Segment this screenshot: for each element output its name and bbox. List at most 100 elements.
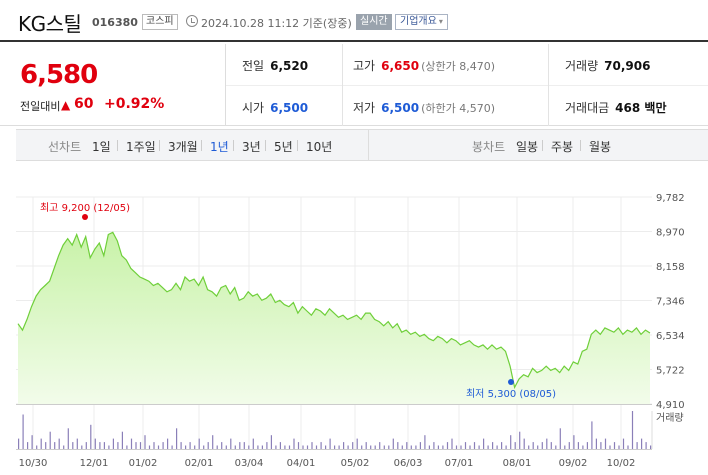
- volume-bar: [284, 445, 286, 449]
- realtime-badge[interactable]: 실시간: [356, 14, 392, 30]
- y-tick-label: 9,782: [656, 193, 685, 204]
- volume-bar: [437, 445, 439, 449]
- open-price: 시가 6,500: [242, 99, 308, 116]
- x-tick-label: 09/02: [559, 458, 588, 469]
- volume-bar: [343, 442, 345, 449]
- x-tick-label: 06/03: [394, 458, 423, 469]
- volume-bar: [428, 445, 430, 449]
- volume-bar: [153, 442, 155, 449]
- tab-1d[interactable]: 1일: [92, 140, 111, 154]
- volume-bar: [67, 428, 69, 449]
- tab-3m[interactable]: 3개월: [168, 140, 198, 154]
- volume-bar: [347, 445, 349, 449]
- day-low: 저가 6,500 (하한가 4,570): [353, 99, 495, 116]
- volume-bar: [496, 445, 498, 449]
- tab-3y[interactable]: 3년: [242, 140, 261, 154]
- volume-bar: [618, 445, 620, 449]
- volume-bar: [446, 442, 449, 449]
- volume-bar: [582, 445, 584, 449]
- day-high: 고가 6,650 (상한가 8,470): [353, 57, 495, 74]
- volume-bar: [451, 438, 453, 449]
- volume-bar: [537, 445, 539, 449]
- volume-bar: [613, 442, 616, 449]
- tab-10y[interactable]: 10년: [306, 140, 333, 154]
- volume-bar: [261, 445, 263, 449]
- volume-bar: [121, 431, 123, 449]
- company-info-label: 기업개요: [400, 16, 437, 27]
- volume-bar: [455, 445, 458, 449]
- volume-bar: [577, 442, 579, 449]
- volume-bar: [379, 442, 381, 449]
- volume-bar: [388, 445, 390, 449]
- volume-bar: [31, 435, 33, 449]
- volume-bar: [329, 438, 331, 449]
- volume-bar: [135, 442, 137, 449]
- upper-limit: (상한가 8,470): [421, 60, 495, 73]
- volume-bar: [94, 438, 96, 449]
- volume-bar: [139, 442, 142, 449]
- price-chart[interactable]: 9,782 8,970 8,158 7,346 6,534 5,722 4,910 10/30…: [0, 185, 708, 475]
- lower-limit: (하한가 4,570): [421, 102, 495, 115]
- volume-bar: [207, 442, 209, 449]
- high-label: 고가: [353, 59, 376, 73]
- volume-bar: [112, 438, 114, 449]
- volume-bar: [288, 445, 291, 449]
- volume-bar: [198, 438, 200, 449]
- open-value: 6,500: [270, 101, 309, 115]
- volume-bar: [334, 445, 336, 449]
- volume-bar: [18, 438, 20, 449]
- tab-weekly[interactable]: 주봉: [551, 140, 574, 154]
- tab-1w[interactable]: 1주일: [126, 140, 156, 154]
- volume-bar: [650, 445, 652, 449]
- volume-bar: [148, 445, 151, 449]
- y-tick-label: 5,722: [656, 366, 685, 377]
- volume-bar: [239, 442, 241, 449]
- quote-col-divider: [548, 44, 549, 126]
- volume-bar: [306, 445, 309, 449]
- tab-separator: [233, 140, 234, 151]
- clock-icon: [186, 15, 198, 27]
- volume-bar: [311, 442, 313, 449]
- amount-label: 거래대금: [565, 101, 610, 115]
- volume-bar: [266, 442, 268, 449]
- volume-bar: [501, 442, 503, 449]
- volume-bar: [27, 442, 29, 449]
- volume-bar: [130, 438, 133, 449]
- quote-timestamp: 2024.10.28 11:12 기준(장중): [201, 17, 352, 30]
- volume-bar: [99, 442, 101, 449]
- volume-bar: [275, 445, 277, 449]
- volume-bar: [338, 445, 340, 449]
- company-info-button[interactable]: 기업개요 ▾: [395, 14, 448, 30]
- volume-bar: [636, 442, 638, 449]
- volume: 거래량 70,906: [565, 57, 650, 74]
- tab-separator: [580, 140, 581, 151]
- y-tick-label: 7,346: [656, 297, 685, 308]
- stock-name: KG스틸: [18, 12, 82, 36]
- volume-bar: [361, 445, 363, 449]
- volume-bar: [325, 445, 327, 449]
- volume-bar: [523, 438, 525, 449]
- volume-bar: [162, 442, 164, 449]
- market-badge: 코스피: [142, 14, 178, 30]
- volume-bar: [270, 435, 272, 449]
- tab-daily[interactable]: 일봉: [516, 140, 539, 154]
- y-tick-label: 4,910: [656, 400, 685, 411]
- tab-5y[interactable]: 5년: [274, 140, 293, 154]
- x-tick-label: 02/01: [185, 458, 214, 469]
- volume-bar: [433, 442, 435, 449]
- tab-1y[interactable]: 1년: [210, 140, 229, 154]
- volume-bar: [230, 438, 232, 449]
- volume-bar: [645, 442, 647, 449]
- volume-bar: [117, 442, 119, 449]
- up-arrow-icon: ▲: [61, 98, 71, 112]
- volume-bar: [356, 438, 358, 449]
- tab-monthly[interactable]: 월봉: [589, 140, 612, 154]
- volume-bar: [194, 445, 196, 449]
- volume-bar: [415, 445, 417, 449]
- volume-bar: [58, 438, 60, 449]
- price-chart-svg: 9,782 8,970 8,158 7,346 6,534 5,722 4,910 10/30…: [16, 193, 685, 469]
- volume-bar: [22, 414, 24, 449]
- volume-bar: [40, 438, 42, 449]
- volume-bar: [564, 445, 566, 449]
- volume-bar: [469, 445, 471, 449]
